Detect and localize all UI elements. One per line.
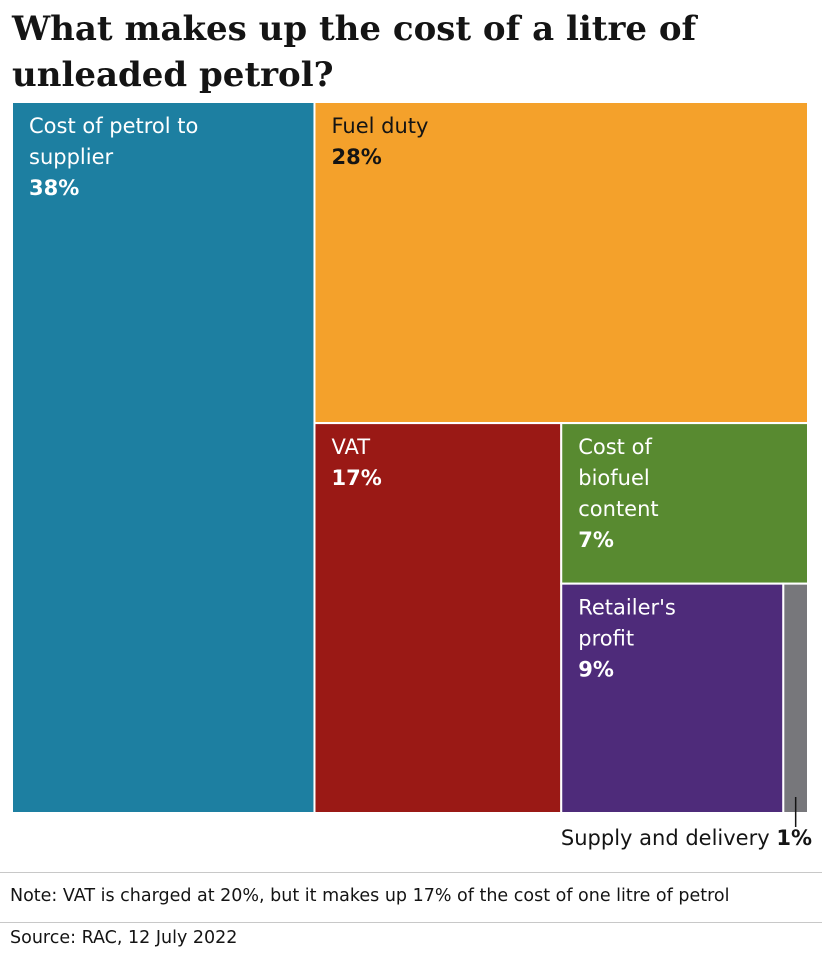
treemap-cell-fuel-duty: [313, 101, 809, 425]
cell-value-retailer-s-profit: 9%: [578, 658, 614, 682]
cell-label-cost-of-petrol-to-supplier: Cost of petrol to: [29, 114, 198, 138]
cell-label-cost-of-biofuel-content: biofuel: [578, 466, 649, 490]
treemap-cell-supply-and-delivery: [782, 582, 809, 814]
cell-value-fuel-duty: 28%: [331, 145, 381, 169]
chart-title: What makes up the cost of a litre of unl…: [12, 9, 697, 95]
cell-label-fuel-duty: Fuel duty: [331, 114, 428, 138]
divider-line: [0, 922, 822, 923]
treemap-cell-retailer-s-profit: [560, 582, 785, 814]
chart-source: Source: RAC, 12 July 2022: [10, 928, 238, 948]
cell-value-cost-of-biofuel-content: 7%: [578, 528, 614, 552]
cell-label-retailer-s-profit: Retailer's: [578, 596, 676, 620]
cell-value-vat: 17%: [331, 466, 381, 490]
chart-note: Note: VAT is charged at 20%, but it make…: [10, 886, 730, 906]
cell-value-cost-of-petrol-to-supplier: 38%: [29, 176, 79, 200]
treemap-cell-vat: [313, 422, 563, 814]
cell-label-cost-of-petrol-to-supplier: supplier: [29, 145, 113, 169]
divider-line: [0, 872, 822, 873]
treemap-cell-cost-of-biofuel-content: [560, 422, 809, 585]
treemap-cell-cost-of-petrol-to-supplier: [11, 101, 316, 814]
cell-label-retailer-s-profit: profit: [578, 627, 634, 651]
callout-label: Supply and delivery: [560, 826, 770, 850]
callout-value: 1%: [776, 826, 812, 850]
cell-label-cost-of-biofuel-content: Cost of: [578, 435, 652, 459]
cell-label-cost-of-biofuel-content: content: [578, 497, 658, 521]
cell-label-vat: VAT: [331, 435, 370, 459]
supply-and-delivery-callout: Supply and delivery 1%: [561, 826, 812, 850]
